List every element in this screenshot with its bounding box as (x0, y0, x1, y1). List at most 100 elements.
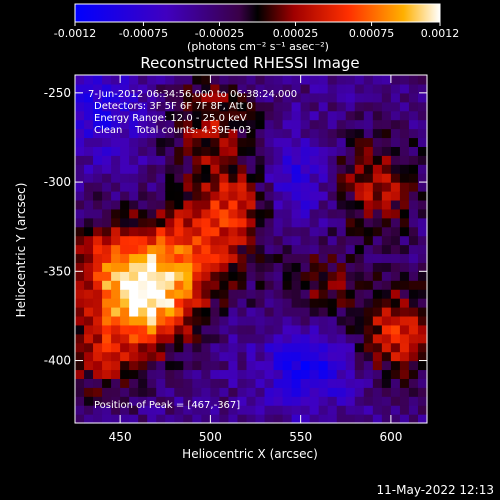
heatmap-cell (408, 244, 419, 255)
heatmap-cell (75, 262, 85, 272)
heatmap-cell (75, 280, 85, 290)
heatmap-cell (309, 280, 320, 290)
heatmap-cell (174, 244, 184, 255)
heatmap-cell (246, 173, 257, 183)
heatmap-cell (408, 110, 419, 121)
heatmap-cell (237, 298, 248, 308)
heatmap-cell (417, 164, 428, 174)
heatmap-cell (120, 360, 130, 371)
heatmap-cell (300, 414, 311, 424)
heatmap-cell (372, 271, 383, 281)
heatmap-cell (201, 128, 211, 139)
heatmap-cell (102, 378, 112, 388)
heatmap-cell (75, 83, 85, 94)
heatmap-cell (327, 369, 338, 379)
heatmap-cell (84, 387, 94, 397)
heatmap-cell (228, 244, 239, 255)
heatmap-cell (399, 146, 410, 156)
heatmap-cell (174, 146, 184, 156)
heatmap-cell (336, 182, 347, 192)
heatmap-cell (318, 298, 329, 308)
heatmap-cell (408, 92, 419, 103)
heatmap-cell (201, 315, 211, 326)
heatmap-cell (228, 75, 239, 85)
heatmap-cell (273, 351, 284, 362)
heatmap-cell (84, 253, 94, 263)
heatmap-cell (363, 369, 374, 379)
heatmap-cell (147, 235, 157, 246)
heatmap-cell (255, 101, 266, 112)
heatmap-cell (246, 324, 257, 335)
heatmap-cell (183, 253, 193, 263)
heatmap-cell (201, 405, 211, 415)
heatmap-cell (129, 155, 139, 165)
heatmap-cell (336, 333, 347, 344)
heatmap-cell (111, 137, 121, 147)
heatmap-cell (102, 324, 112, 335)
heatmap-cell (147, 369, 157, 379)
heatmap-cell (327, 101, 338, 112)
heatmap-cell (390, 307, 401, 317)
heatmap-cell (210, 173, 221, 183)
heatmap-cell (291, 83, 302, 94)
heatmap-cell (291, 92, 302, 103)
heatmap-cell (327, 119, 338, 130)
heatmap-cell (381, 208, 392, 219)
heatmap-cell (372, 396, 383, 406)
heatmap-cell (102, 360, 112, 371)
heatmap-cell (255, 262, 266, 272)
heatmap-cell (372, 262, 383, 272)
heatmap-cell (282, 405, 293, 415)
heatmap-cell (309, 396, 320, 406)
heatmap-cell (291, 405, 302, 415)
heatmap-cell (345, 226, 356, 237)
heatmap-cell (264, 378, 275, 388)
heatmap-cell (111, 289, 121, 299)
heatmap-cell (390, 101, 401, 112)
heatmap-cell (120, 342, 130, 353)
heatmap-cell (381, 333, 392, 344)
heatmap-cell (282, 360, 293, 371)
heatmap-cell (300, 119, 311, 130)
heatmap-cell (363, 405, 374, 415)
heatmap-cell (156, 324, 166, 335)
info-detectors: Detectors: 3F 5F 6F 7F 8F, Att 0 (94, 101, 253, 112)
heatmap-cell (183, 173, 193, 183)
heatmap-cell (219, 191, 230, 201)
heatmap-cell (93, 164, 103, 174)
heatmap-cell (75, 396, 85, 406)
heatmap-cell (246, 101, 257, 112)
heatmap-cell (372, 199, 383, 210)
heatmap-cell (408, 155, 419, 165)
heatmap-cell (291, 226, 302, 237)
heatmap-cell (192, 137, 202, 147)
heatmap-cell (237, 244, 248, 255)
heatmap-cell (336, 235, 347, 246)
heatmap-cell (291, 351, 302, 362)
heatmap-cell (138, 253, 148, 263)
heatmap-cell (399, 396, 410, 406)
heatmap-cell (381, 119, 392, 130)
heatmap-cell (273, 378, 284, 388)
heatmap-cell (111, 360, 121, 371)
heatmap-cell (129, 235, 139, 246)
heatmap-cell (228, 101, 239, 112)
heatmap-cell (129, 173, 139, 183)
heatmap-cell (345, 128, 356, 139)
heatmap-cell (228, 369, 239, 379)
heatmap-cell (246, 244, 257, 255)
heatmap-cell (255, 351, 266, 362)
heatmap-cell (282, 315, 293, 326)
heatmap-cell (210, 405, 221, 415)
heatmap-cell (75, 324, 85, 335)
heatmap-cell (255, 342, 266, 353)
heatmap-cell (201, 173, 211, 183)
heatmap-cell (255, 164, 266, 174)
heatmap-cell (129, 387, 139, 397)
heatmap-cell (219, 307, 230, 317)
heatmap-cell (201, 280, 211, 290)
heatmap-cell (237, 110, 248, 121)
heatmap-cell (246, 280, 257, 290)
heatmap-cell (408, 351, 419, 362)
